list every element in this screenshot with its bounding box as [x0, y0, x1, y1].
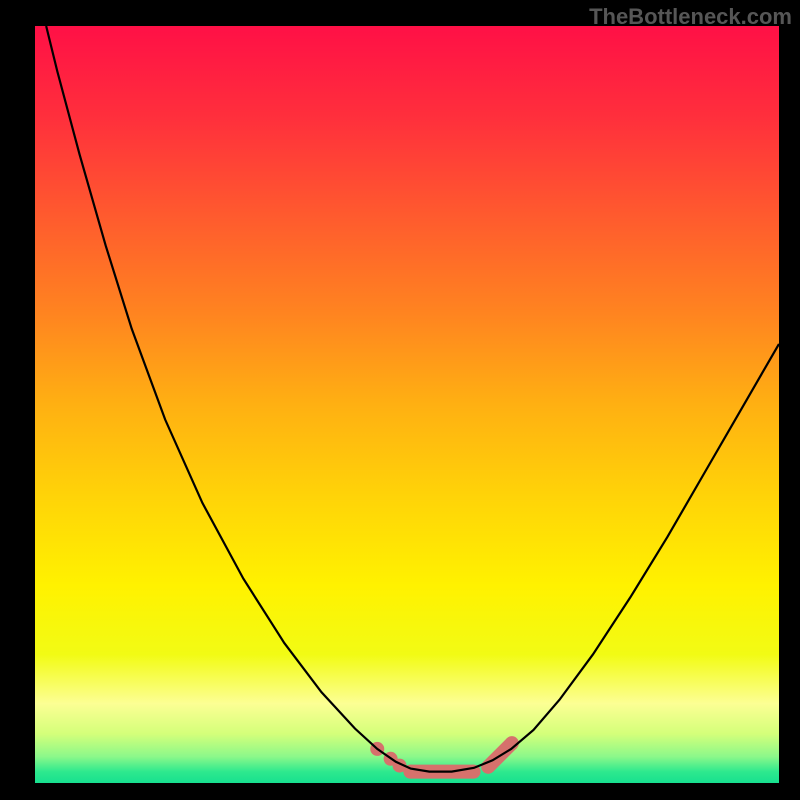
chart-frame: TheBottleneck.com — [0, 0, 800, 800]
gradient-background — [35, 26, 779, 783]
bottleneck-curve-chart — [0, 0, 800, 800]
